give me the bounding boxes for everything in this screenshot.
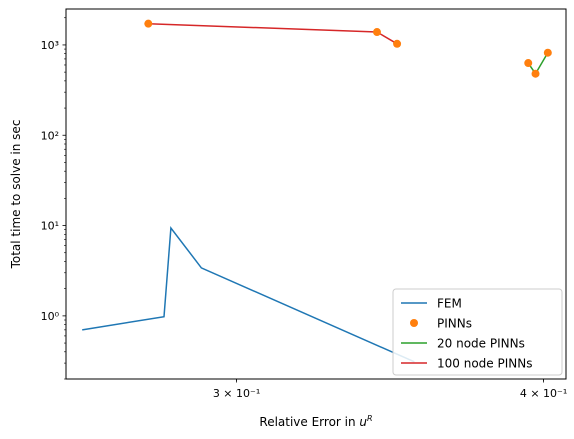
y-tick-label: 10² <box>41 129 59 142</box>
fem-line <box>82 225 415 363</box>
x-axis-label: Relative Error in uR <box>259 414 372 429</box>
plot-area <box>82 19 552 363</box>
y-tick-label: 10³ <box>41 39 59 52</box>
axis-ticks: 3 × 10⁻¹ 4 × 10⁻¹ 10⁰ 10¹ 10² 10³ <box>41 17 567 400</box>
legend-label-fem: FEM <box>437 297 462 311</box>
legend-label-20-node-pinns: 20 node PINNs <box>437 337 525 351</box>
x-axis-label-text: Relative Error in <box>259 415 359 429</box>
legend-swatch-pinns <box>410 319 418 327</box>
axes-frame <box>65 8 567 380</box>
pinns-marker <box>531 69 540 78</box>
y-tick-label: 10¹ <box>41 220 59 233</box>
x-axis-label-sup: R <box>367 414 373 423</box>
y-axis-label: Total time to solve in sec <box>9 120 23 270</box>
legend-box <box>392 288 563 376</box>
x-axis-label-var: u <box>359 415 367 429</box>
legend-label-pinns: PINNs <box>437 317 472 331</box>
x-tick-label: 3 × 10⁻¹ <box>213 387 260 400</box>
legend: FEM PINNs 20 node PINNs 100 node PINNs <box>392 288 563 376</box>
legend-label-100-node-pinns: 100 node PINNs <box>437 357 532 371</box>
pinns-marker <box>393 39 402 48</box>
pinns-marker <box>543 48 552 57</box>
pinns-marker <box>144 19 153 28</box>
x-tick-label: 4 × 10⁻¹ <box>520 387 567 400</box>
pinns-marker <box>524 59 533 68</box>
y-tick-label: 10⁰ <box>41 310 60 323</box>
pinns-marker <box>372 28 381 37</box>
